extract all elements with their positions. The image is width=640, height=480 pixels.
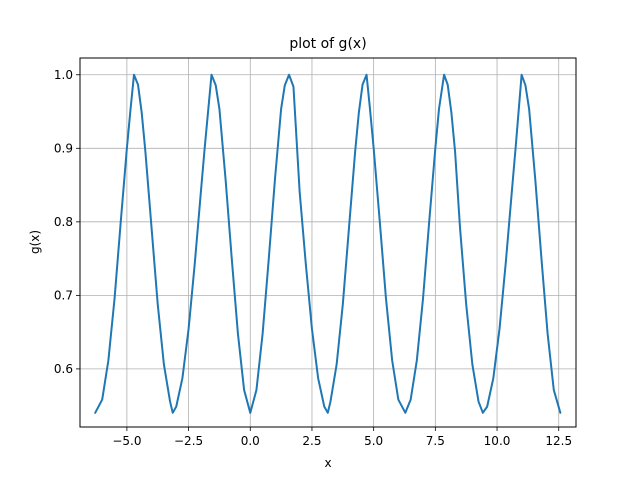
y-tick-label: 0.6 xyxy=(54,362,73,376)
x-tick-label: −5.0 xyxy=(112,434,141,448)
y-tick-label: 0.7 xyxy=(54,288,73,302)
x-tick-label: 5.0 xyxy=(364,434,383,448)
x-axis-ticks: −5.0 −2.5 0.0 2.5 5.0 7.5 10.0 12.5 xyxy=(112,427,572,448)
x-tick-label: 7.5 xyxy=(426,434,445,448)
x-axis-label: x xyxy=(324,456,331,470)
chart-title: plot of g(x) xyxy=(289,36,366,52)
y-tick-label: 1.0 xyxy=(54,68,73,82)
series-layer xyxy=(94,73,562,414)
y-tick-label: 0.8 xyxy=(54,215,73,229)
plot-frame xyxy=(79,57,577,428)
y-axis-label: g(x) xyxy=(28,230,42,254)
series-line xyxy=(94,73,562,414)
x-tick-label: 2.5 xyxy=(302,434,321,448)
x-tick-label: −2.5 xyxy=(174,434,203,448)
x-tick-label: 12.5 xyxy=(545,434,572,448)
y-axis-ticks: 0.6 0.7 0.8 0.9 1.0 xyxy=(54,68,80,376)
x-tick-label: 0.0 xyxy=(241,434,260,448)
grid-lines xyxy=(80,58,576,427)
y-tick-label: 0.9 xyxy=(54,141,73,155)
plot-area xyxy=(80,58,576,427)
x-tick-label: 10.0 xyxy=(484,434,511,448)
